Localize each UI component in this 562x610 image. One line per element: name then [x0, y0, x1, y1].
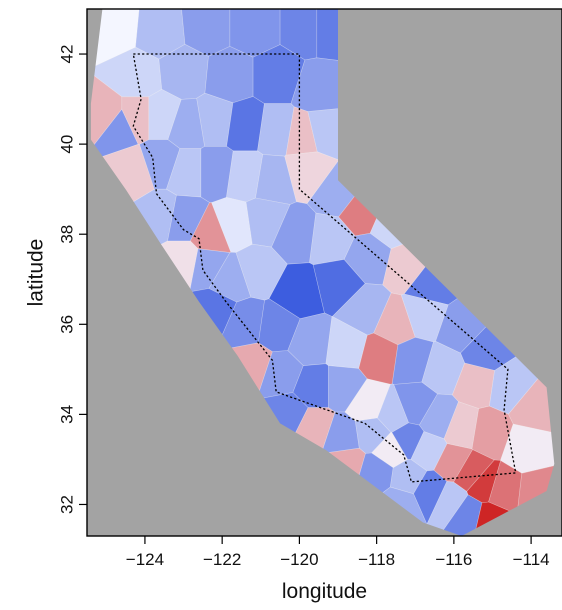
voronoi-cell	[426, 481, 469, 536]
x-tick-label: −118	[358, 550, 395, 569]
x-axis: −124 −122 −120 −118 −116 −114	[126, 536, 550, 569]
state-boundary-outline	[132, 53, 517, 483]
voronoi-cell	[204, 46, 254, 104]
voronoi-cell	[443, 401, 480, 450]
voronoi-cell	[245, 197, 291, 248]
y-axis: 32 34 36 38 40 42	[58, 45, 87, 514]
y-axis-title: latitude	[25, 239, 48, 307]
y-tick-label: 40	[58, 135, 77, 154]
voronoi-cell	[320, 411, 360, 454]
y-tick-label: 38	[58, 225, 77, 244]
voronoi-cell	[256, 350, 304, 400]
plot-frame	[86, 8, 562, 537]
y-tick-label: 36	[58, 315, 77, 334]
voronoi-cell	[435, 494, 483, 536]
x-tick-label: −116	[435, 550, 472, 569]
x-tick-label: −122	[203, 550, 241, 569]
y-tick-label: 42	[58, 45, 77, 64]
x-tick-label: −120	[280, 550, 318, 569]
x-tick-label: −114	[513, 550, 550, 569]
y-tick-label: 32	[58, 495, 77, 514]
x-axis-title: longitude	[282, 580, 367, 603]
x-tick-label: −124	[126, 550, 164, 569]
voronoi-cell	[371, 432, 409, 469]
y-tick-label: 34	[58, 405, 77, 424]
